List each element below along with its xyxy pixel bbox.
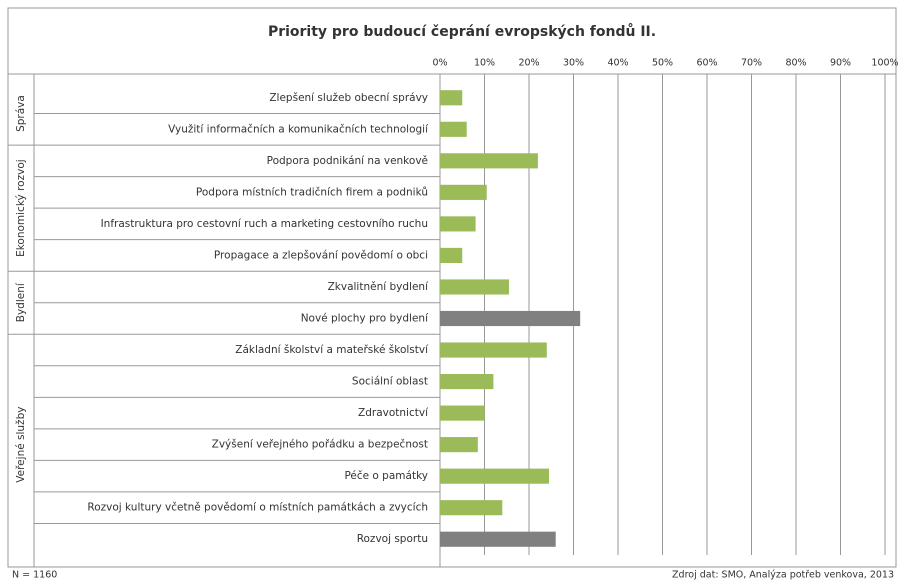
group-label: Veřejné služby xyxy=(15,407,27,483)
group-label: Správa xyxy=(15,95,27,132)
x-tick-label: 60% xyxy=(696,58,717,69)
x-tick-label: 20% xyxy=(518,58,539,69)
bar xyxy=(440,184,487,200)
category-label: Zdravotnictví xyxy=(358,407,429,419)
bar xyxy=(440,90,463,106)
x-tick-label: 40% xyxy=(607,58,628,69)
bar xyxy=(440,153,538,169)
bar xyxy=(440,437,478,453)
bar xyxy=(440,500,503,516)
x-tick-label: 50% xyxy=(652,58,673,69)
x-tick-label: 0% xyxy=(432,58,447,69)
chart-title: Priority pro budoucí čeprání evropských … xyxy=(268,23,656,40)
bar xyxy=(440,216,476,232)
bar xyxy=(440,373,494,390)
bar xyxy=(440,468,550,484)
category-label: Propagace a zlepšování povědomí o obci xyxy=(214,249,428,261)
bar xyxy=(440,310,581,327)
x-tick-label: 80% xyxy=(785,58,806,69)
category-label: Rozvoj kultury včetně povědomí o místníc… xyxy=(87,502,428,514)
category-label: Péče o památky xyxy=(344,470,428,482)
category-label: Využití informačních a komunikačních tec… xyxy=(168,123,429,135)
category-label: Rozvoj sportu xyxy=(357,533,428,545)
bar xyxy=(440,247,463,264)
note-right: Zdroj dat: SMO, Analýza potřeb venkova, … xyxy=(672,570,894,581)
x-tick-label: 30% xyxy=(563,58,584,69)
bar xyxy=(440,121,467,137)
category-label: Zlepšení služeb obecní správy xyxy=(269,92,428,104)
category-label: Sociální oblast xyxy=(352,376,428,388)
bar xyxy=(440,279,509,295)
x-tick-label: 90% xyxy=(830,58,851,69)
bar xyxy=(440,531,556,547)
x-tick-label: 10% xyxy=(474,58,495,69)
group-label: Bydlení xyxy=(15,282,27,322)
category-label: Základní školství a mateřské školství xyxy=(235,344,429,356)
x-tick-label: 70% xyxy=(741,58,762,69)
bar xyxy=(440,405,485,421)
category-label: Podpora podnikání na venkově xyxy=(267,155,428,167)
category-label: Podpora místních tradičních firem a podn… xyxy=(196,186,428,198)
category-label: Infrastruktura pro cestovní ruch a marke… xyxy=(101,218,428,230)
category-label: Zvýšení veřejného pořádku a bezpečnost xyxy=(212,439,428,451)
x-tick-label: 100% xyxy=(871,58,898,69)
group-label: Ekonomický rozvoj xyxy=(15,159,27,257)
category-label: Nové plochy pro bydlení xyxy=(301,313,429,325)
category-label: Zkvalitnění bydlení xyxy=(328,281,429,293)
note-left: N = 1160 xyxy=(12,570,57,581)
bar xyxy=(440,342,547,358)
